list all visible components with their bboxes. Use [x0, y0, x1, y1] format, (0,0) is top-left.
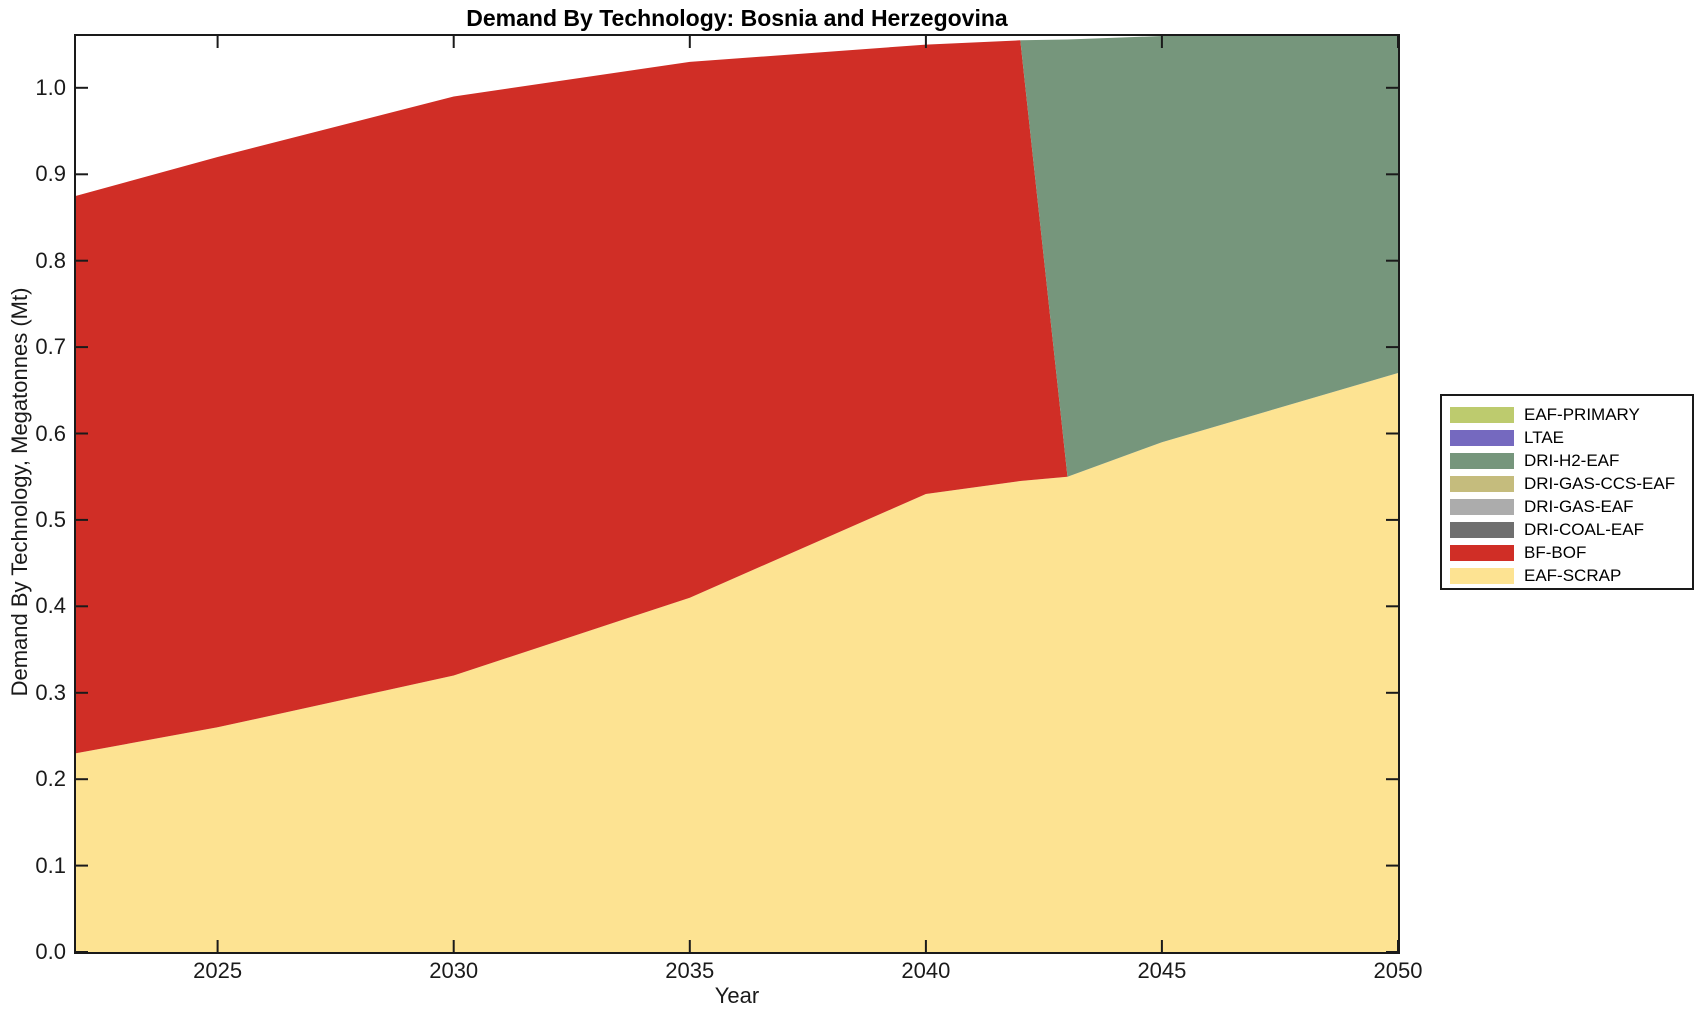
legend-item: DRI-COAL-EAF	[1450, 518, 1686, 541]
x-tick-label: 2050	[1373, 958, 1423, 983]
legend-item: EAF-PRIMARY	[1450, 403, 1686, 426]
legend-swatch	[1450, 452, 1514, 469]
legend-swatch	[1450, 429, 1514, 446]
legend-swatch	[1450, 406, 1514, 423]
x-tick-label: 2045	[1137, 958, 1187, 983]
legend-item: LTAE	[1450, 426, 1686, 449]
y-tick-label: 0.0	[35, 939, 66, 964]
legend-item: DRI-GAS-CCS-EAF	[1450, 472, 1686, 495]
x-tick-label: 2030	[429, 958, 479, 983]
y-tick-label: 0.7	[35, 334, 66, 360]
x-tick-label: 2035	[665, 958, 715, 983]
legend-item: DRI-GAS-EAF	[1450, 495, 1686, 518]
y-tick-label: 1.0	[35, 74, 66, 100]
area-bf-bof	[76, 40, 1398, 754]
legend: EAF-PRIMARY LTAE DRI-H2-EAF DRI-GAS-CCS-EAF…	[1440, 394, 1694, 590]
legend-label: EAF-PRIMARY	[1524, 404, 1640, 424]
y-tick-label: 0.9	[35, 161, 66, 187]
x-tick-label: 2025	[193, 958, 243, 983]
legend-item: BF-BOF	[1450, 541, 1686, 564]
legend-label: BF-BOF	[1524, 542, 1587, 562]
y-tick-label: 0.1	[35, 852, 66, 878]
x-tick-label: 2040	[901, 958, 951, 983]
y-axis-label: Demand By Technology, Megatonnes (Mt)	[7, 287, 32, 697]
legend-label: DRI-COAL-EAF	[1524, 519, 1644, 539]
legend-label: DRI-GAS-CCS-EAF	[1524, 473, 1676, 493]
legend-swatch	[1450, 567, 1514, 584]
y-tick-label: 0.2	[35, 766, 66, 792]
legend-label: DRI-GAS-EAF	[1524, 496, 1634, 516]
area-eaf-scrap	[76, 373, 1398, 952]
legend-label: LTAE	[1524, 427, 1564, 447]
legend-label: DRI-H2-EAF	[1524, 450, 1620, 470]
y-tick-label: 0.3	[35, 679, 66, 705]
legend-swatch	[1450, 475, 1514, 492]
y-tick-label: 0.8	[35, 247, 66, 273]
area-dri-h2-eaf	[76, 36, 1398, 477]
plot-area	[74, 34, 1400, 954]
legend-swatch	[1450, 498, 1514, 515]
x-axis-label: Year	[714, 983, 760, 1008]
legend-item: DRI-H2-EAF	[1450, 449, 1686, 472]
y-tick-label: 0.6	[35, 420, 66, 446]
y-tick-label: 0.4	[35, 593, 66, 619]
legend-label: EAF-SCRAP	[1524, 565, 1622, 585]
legend-swatch	[1450, 521, 1514, 538]
legend-swatch	[1450, 544, 1514, 561]
y-tick-label: 0.5	[35, 506, 66, 532]
plot-area-svg	[76, 36, 1398, 952]
legend-item: EAF-SCRAP	[1450, 564, 1686, 587]
chart-title: Demand By Technology: Bosnia and Herzego…	[466, 5, 1008, 31]
